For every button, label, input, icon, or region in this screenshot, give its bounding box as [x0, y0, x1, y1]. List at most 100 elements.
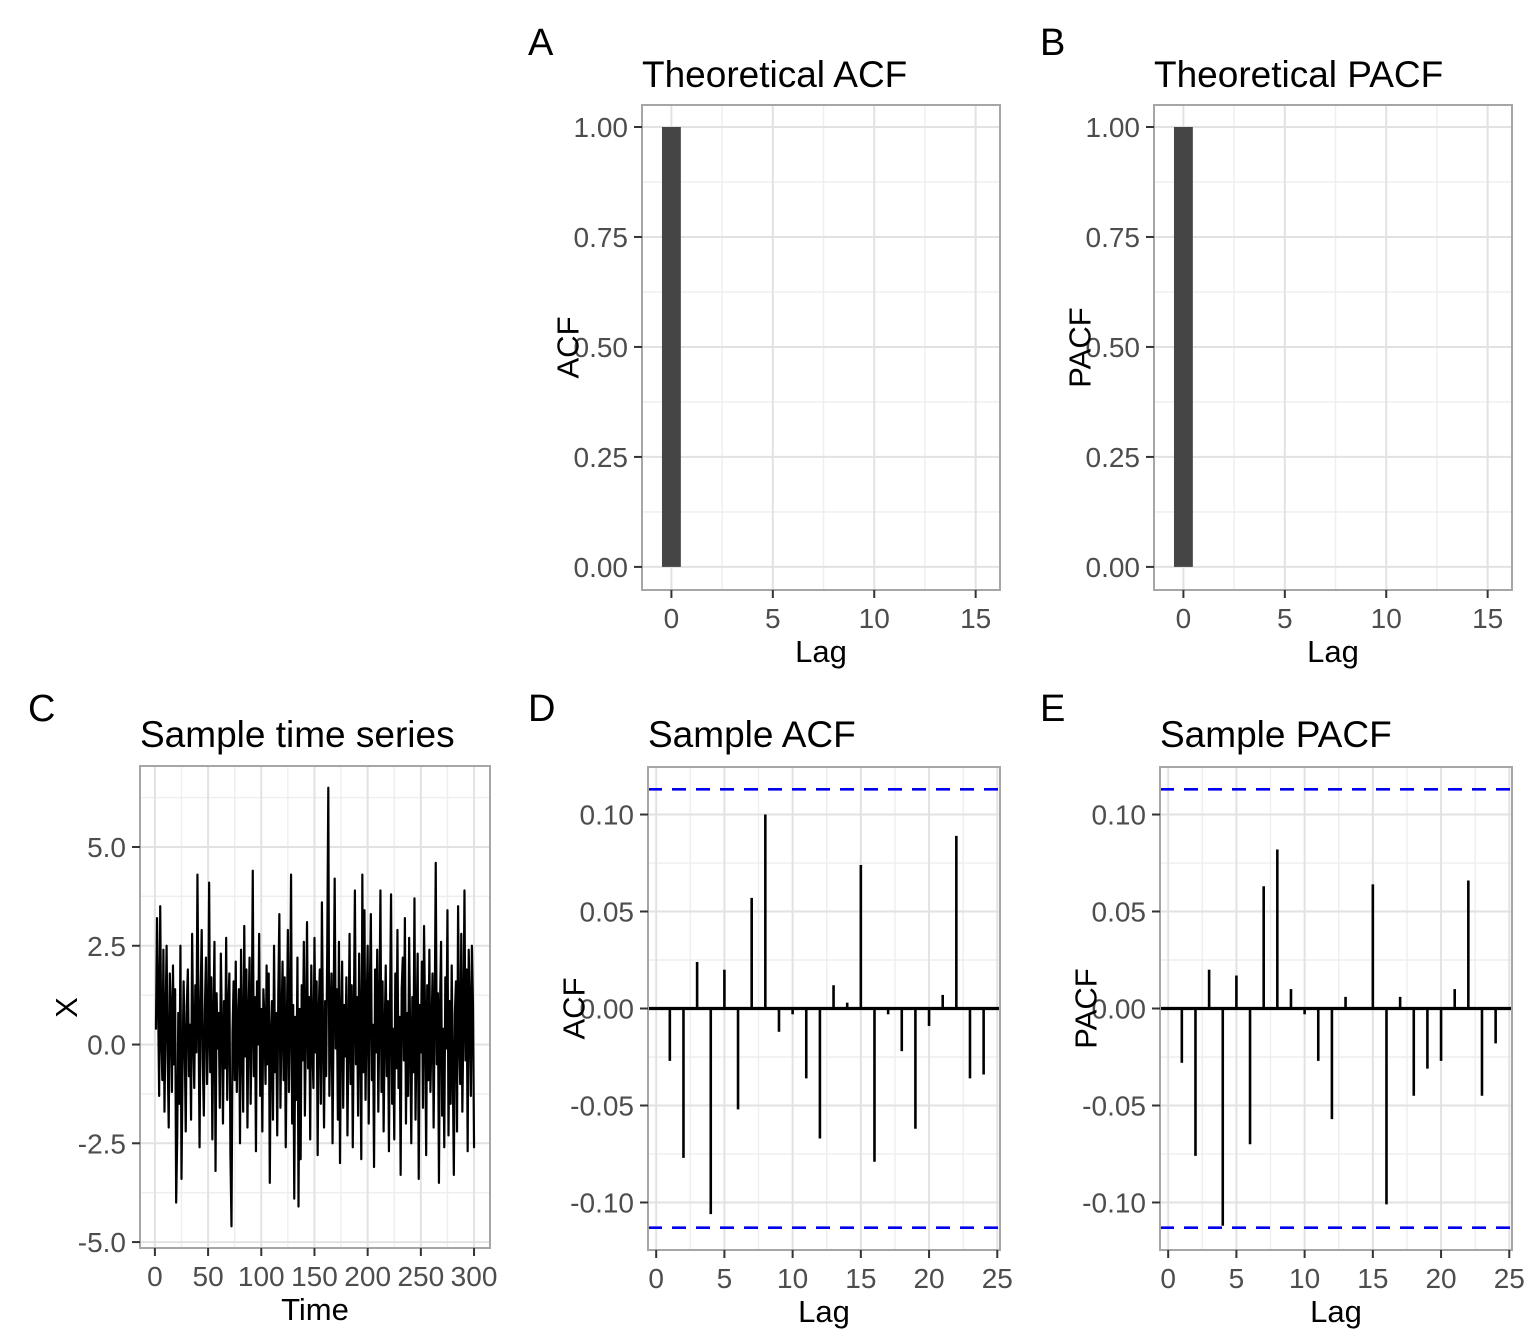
y-tick-label: 1.00: [574, 112, 629, 143]
acf-bars: [1173, 126, 1193, 567]
x-tick-label: 15: [960, 603, 991, 634]
y-axis-tick-labels: -0.10 -0.05 0.00 0.05 0.10: [570, 800, 634, 1219]
time-series-line: [154, 786, 476, 1228]
x-tick-label: 5: [1277, 603, 1293, 634]
x-axis-label-lag: Lag: [798, 1294, 850, 1329]
y-tick-label: 0.50: [1086, 332, 1141, 363]
y-tick-label: 0.05: [580, 897, 635, 928]
panel-letter-e: E: [1040, 688, 1066, 730]
y-axis-label-acf: ACF: [550, 316, 586, 379]
y-axis-tick-labels: 0.00 0.25 0.50 0.75 1.00: [574, 112, 629, 583]
grid-major: [1154, 105, 1512, 590]
x-tick-label: 25: [1494, 1263, 1525, 1294]
x-axis-label-lag: Lag: [1310, 1294, 1362, 1329]
x-axis-label-lag: Lag: [795, 634, 847, 669]
x-tick-label: 0: [147, 1261, 163, 1292]
lag-spikes: [668, 814, 985, 1215]
panel-c-sample-time-series: 0 50 100 150 200 250 300 -5.0 -2.5 0.0 2.5 5.0 C Sa…: [0, 672, 512, 1344]
x-tick-label: 10: [777, 1263, 808, 1294]
x-tick-label: 300: [451, 1261, 498, 1292]
x-axis-label-lag: Lag: [1307, 634, 1359, 669]
panel-title-sample-time-series: Sample time series: [140, 714, 455, 755]
y-axis-label-x: X: [48, 996, 84, 1018]
empty-cell: [0, 0, 512, 672]
x-axis-tick-labels: 0 5 10 15: [1176, 603, 1504, 634]
plot-theoretical-acf: 0 5 10 15 0.00 0.25 0.50 0.75 1.00: [574, 104, 1001, 634]
plot-sample-acf: 0 5 10 15 20 25 -0.10 -0.05 0.00 0.05 0.10: [570, 766, 1013, 1294]
x-axis-tick-labels: 0 5 10 15 20 25: [648, 1263, 1012, 1294]
acf-bar: [1173, 126, 1193, 567]
lag-spikes: [1180, 849, 1497, 1226]
plot-sample-pacf: 0 5 10 15 20 25 -0.10 -0.05 0.00 0.05 0.10: [1082, 766, 1525, 1294]
y-tick-label: 0.10: [580, 800, 635, 831]
x-tick-label: 0: [1176, 603, 1192, 634]
x-tick-label: 50: [193, 1261, 224, 1292]
x-tick-label: 5: [1229, 1263, 1245, 1294]
axis-tick-marks: [634, 125, 977, 598]
x-tick-label: 150: [291, 1261, 338, 1292]
panel-b-theoretical-pacf: 0 5 10 15 0.00 0.25 0.50 0.75 1.00 B Theoretical…: [1024, 0, 1536, 672]
plot-sample-time-series: 0 50 100 150 200 250 300 -5.0 -2.5 0.0 2.5 5.0: [78, 765, 498, 1292]
y-axis-tick-labels: 0.00 0.25 0.50 0.75 1.00: [1086, 112, 1141, 583]
axis-tick-marks: [1152, 813, 1511, 1258]
y-tick-label: 0.75: [1086, 222, 1141, 253]
y-tick-label: 0.50: [574, 332, 629, 363]
y-tick-label: 0.25: [1086, 442, 1141, 473]
acf-bar: [661, 126, 681, 567]
x-tick-label: 0: [648, 1263, 664, 1294]
y-tick-label: 0.00: [1092, 994, 1147, 1025]
x-axis-label-time: Time: [281, 1292, 349, 1327]
y-axis-label-pacf: PACF: [1068, 968, 1104, 1049]
axis-tick-marks: [132, 845, 476, 1256]
x-tick-label: 10: [859, 603, 890, 634]
x-axis-tick-labels: 0 5 10 15 20 25: [1160, 1263, 1524, 1294]
y-tick-label: 0.75: [574, 222, 629, 253]
x-tick-label: 0: [1160, 1263, 1176, 1294]
x-tick-label: 250: [397, 1261, 444, 1292]
y-tick-label: -0.05: [570, 1090, 634, 1121]
y-tick-label: 0.00: [1086, 552, 1141, 583]
panel-letter-a: A: [528, 22, 554, 64]
panel-title-sample-pacf: Sample PACF: [1160, 714, 1392, 755]
y-axis-label-acf: ACF: [556, 977, 592, 1040]
y-tick-label: 0.00: [574, 552, 629, 583]
y-tick-label: 0.0: [87, 1030, 126, 1061]
panel-letter-b: B: [1040, 22, 1066, 64]
y-axis-tick-labels: -0.10 -0.05 0.00 0.05 0.10: [1082, 800, 1146, 1219]
panel-title-sample-acf: Sample ACF: [648, 714, 856, 755]
x-tick-label: 5: [717, 1263, 733, 1294]
confidence-interval-lines: [648, 788, 1000, 1229]
x-tick-label: 20: [913, 1263, 944, 1294]
x-tick-label: 10: [1289, 1263, 1320, 1294]
acf-bars: [661, 126, 681, 567]
axis-tick-marks: [1146, 125, 1489, 598]
y-tick-label: 0.05: [1092, 897, 1147, 928]
y-tick-label: 1.00: [1086, 112, 1141, 143]
x-tick-label: 5: [765, 603, 781, 634]
y-tick-label: 0.10: [1092, 800, 1147, 831]
y-tick-label: 5.0: [87, 832, 126, 863]
x-tick-label: 15: [1357, 1263, 1388, 1294]
x-tick-label: 20: [1425, 1263, 1456, 1294]
x-tick-label: 100: [238, 1261, 285, 1292]
panel-title-theoretical-pacf: Theoretical PACF: [1154, 54, 1444, 95]
panel-letter-d: D: [528, 688, 556, 730]
panel-d-sample-acf: 0 5 10 15 20 25 -0.10 -0.05 0.00 0.05 0.10 D Sampl…: [512, 672, 1024, 1344]
panel-a-theoretical-acf: 0 5 10 15 0.00 0.25 0.50 0.75 1.00 A Theoretical…: [512, 0, 1024, 672]
panel-e-sample-pacf: 0 5 10 15 20 25 -0.10 -0.05 0.00 0.05 0.10 E Sampl…: [1024, 672, 1536, 1344]
y-tick-label: -0.10: [570, 1187, 634, 1218]
axis-tick-marks: [640, 813, 999, 1258]
x-tick-label: 25: [982, 1263, 1013, 1294]
y-tick-label: -5.0: [78, 1227, 126, 1258]
y-tick-label: -0.05: [1082, 1090, 1146, 1121]
y-tick-label: 0.00: [580, 994, 635, 1025]
y-tick-label: 2.5: [87, 931, 126, 962]
x-tick-label: 10: [1371, 603, 1402, 634]
y-tick-label: -0.10: [1082, 1187, 1146, 1218]
confidence-interval-lines: [1160, 788, 1512, 1229]
plot-theoretical-pacf: 0 5 10 15 0.00 0.25 0.50 0.75 1.00: [1086, 104, 1513, 634]
x-tick-label: 15: [1472, 603, 1503, 634]
panel-title-theoretical-acf: Theoretical ACF: [642, 54, 908, 95]
x-tick-label: 200: [344, 1261, 391, 1292]
